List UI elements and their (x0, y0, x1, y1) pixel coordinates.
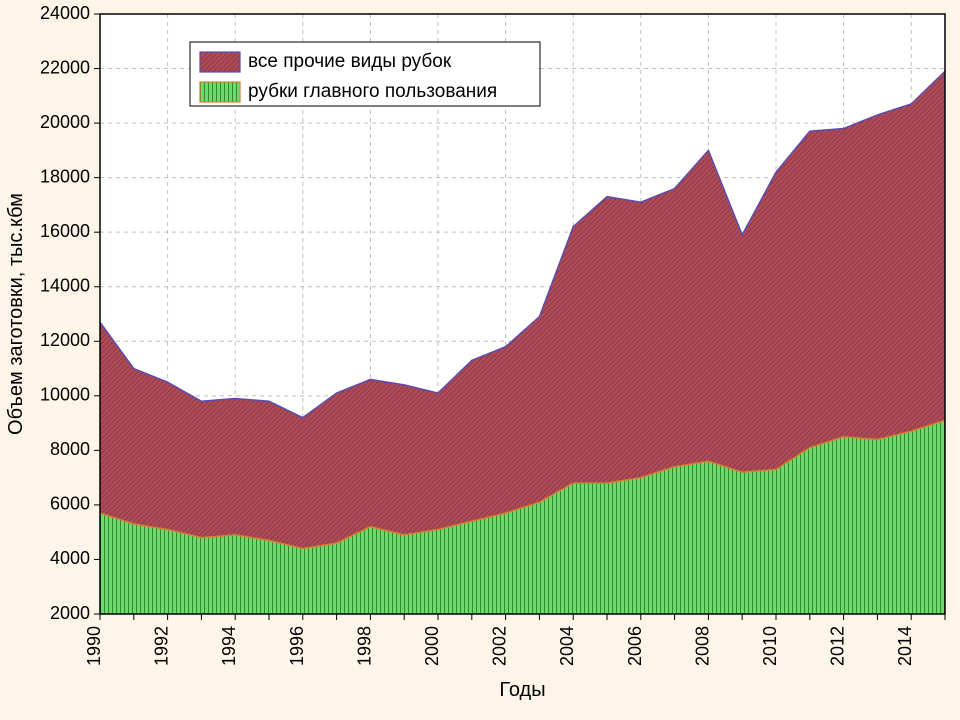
y-tick-label: 8000 (50, 439, 90, 459)
y-axis-label: Объем заготовки, тыс.кбм (5, 193, 27, 435)
y-tick-label: 16000 (40, 221, 90, 241)
legend-swatch (200, 52, 240, 72)
y-tick-label: 14000 (40, 275, 90, 295)
y-tick-label: 6000 (50, 494, 90, 514)
x-tick-label: 1990 (84, 626, 104, 666)
y-tick-label: 24000 (40, 3, 90, 23)
y-tick-label: 18000 (40, 166, 90, 186)
x-tick-label: 2004 (557, 626, 577, 666)
y-tick-label: 20000 (40, 112, 90, 132)
legend-label: все прочие виды рубок (248, 51, 452, 72)
y-tick-label: 22000 (40, 57, 90, 77)
area-chart: 2000 4000 6000 8000 10000 12000 14000 16000 1800… (0, 0, 960, 720)
x-tick-label: 1998 (354, 626, 374, 666)
x-tick-label: 2000 (422, 626, 442, 666)
x-tick-label: 1992 (152, 626, 172, 666)
x-tick-label: 2014 (895, 626, 915, 666)
legend: все прочие виды рубок рубки главного поль… (190, 42, 540, 106)
x-tick-label: 2002 (490, 626, 510, 666)
x-tick-label: 2006 (625, 626, 645, 666)
legend-swatch (200, 82, 240, 102)
x-tick-label: 1996 (287, 626, 307, 666)
x-tick-label: 2008 (692, 626, 712, 666)
x-tick-label: 1994 (219, 626, 239, 666)
y-tick-label: 2000 (50, 603, 90, 623)
y-tick-label: 10000 (40, 385, 90, 405)
x-axis-label: Годы (499, 679, 545, 701)
legend-label: рубки главного пользования (248, 81, 497, 102)
y-tick-label: 12000 (40, 330, 90, 350)
x-tick-label: 2012 (828, 626, 848, 666)
x-tick-label: 2010 (760, 626, 780, 666)
y-tick-label: 4000 (50, 548, 90, 568)
